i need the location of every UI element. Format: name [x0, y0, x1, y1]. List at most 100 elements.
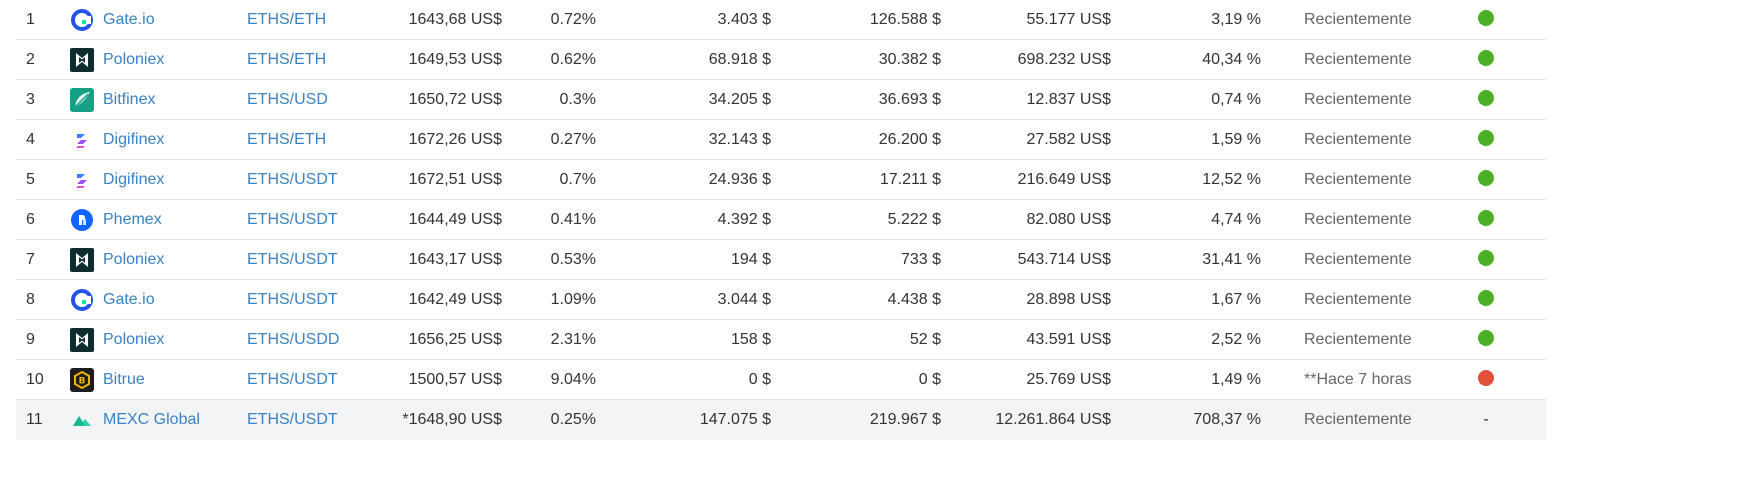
- last-updated-cell: Recientemente: [1304, 411, 1412, 428]
- depth-plus-2-cell: 3.403 $: [717, 11, 771, 28]
- exchange-name-link[interactable]: MEXC Global: [103, 411, 200, 428]
- digifinex-logo-icon: [70, 168, 94, 192]
- volume-24h-cell: 25.769 US$: [1026, 371, 1111, 388]
- rank-cell: 3: [26, 91, 35, 108]
- phemex-logo-icon: [70, 208, 94, 232]
- rank-cell: 2: [26, 51, 35, 68]
- depth-plus-2-cell: 24.936 $: [708, 171, 771, 188]
- depth-plus-2-cell: 4.392 $: [717, 211, 771, 228]
- volume-percent-cell: 31,41 %: [1202, 251, 1261, 268]
- volume-percent-cell: 4,74 %: [1211, 211, 1261, 228]
- volume-24h-cell: 12.261.864 US$: [995, 411, 1111, 428]
- volume-percent-cell: 40,34 %: [1202, 51, 1261, 68]
- price-cell: 1650,72 US$: [408, 91, 502, 108]
- last-updated-cell: **Hace 7 horas: [1304, 371, 1412, 388]
- spread-cell: 0.25%: [550, 411, 596, 428]
- volume-24h-cell: 27.582 US$: [1026, 131, 1111, 148]
- depth-plus-2-cell: 3.044 $: [717, 291, 771, 308]
- depth-minus-2-cell: 52 $: [909, 331, 941, 348]
- pair-link[interactable]: ETHS/USD: [247, 91, 328, 108]
- trust-score-empty: -: [1483, 411, 1489, 428]
- depth-minus-2-cell: 219.967 $: [869, 411, 941, 428]
- digifinex-logo-icon: [70, 128, 94, 152]
- trust-score-red-dot-icon: [1477, 360, 1495, 400]
- table-row: 11 MEXC Global ETHS/USDT *1648,90 US$ 0.25% 1…: [16, 400, 1546, 440]
- rank-cell: 6: [26, 211, 35, 228]
- spread-cell: 0.53%: [550, 251, 596, 268]
- table-row: 10 Bitrue ETHS/USDT 1500,57 US$ 9.04% 0 $ 0 $ 2…: [16, 360, 1546, 400]
- depth-plus-2-cell: 68.918 $: [708, 51, 771, 68]
- exchange-name-link[interactable]: Digifinex: [103, 131, 165, 148]
- spread-cell: 0.3%: [559, 91, 596, 108]
- trust-score-green-dot-icon: [1477, 280, 1495, 320]
- poloniex-logo-icon: [70, 48, 94, 72]
- last-updated-cell: Recientemente: [1304, 51, 1412, 68]
- table-row: 9 Poloniex ETHS/USDD 1656,25 US$ 2.31% 158 $ 5…: [16, 320, 1546, 360]
- depth-minus-2-cell: 126.588 $: [869, 11, 941, 28]
- price-cell: 1656,25 US$: [408, 331, 502, 348]
- trust-score-green-dot-icon: [1477, 160, 1495, 200]
- table-row: 4 Digifinex ETHS/ETH 1672,26 US$ 0.27% 32.143…: [16, 120, 1546, 160]
- pair-link[interactable]: ETHS/USDT: [247, 291, 338, 308]
- depth-plus-2-cell: 147.075 $: [699, 411, 771, 428]
- exchange-name-link[interactable]: Poloniex: [103, 51, 165, 68]
- spread-cell: 1.09%: [550, 291, 596, 308]
- pair-link[interactable]: ETHS/USDT: [247, 211, 338, 228]
- table-row: 5 Digifinex ETHS/USDT 1672,51 US$ 0.7% 24.936…: [16, 160, 1546, 200]
- depth-minus-2-cell: 36.693 $: [878, 91, 941, 108]
- volume-24h-cell: 543.714 US$: [1017, 251, 1111, 268]
- exchange-name-link[interactable]: Digifinex: [103, 171, 165, 188]
- volume-24h-cell: 28.898 US$: [1026, 291, 1111, 308]
- depth-plus-2-cell: 34.205 $: [708, 91, 771, 108]
- table-row: 8 Gate.io ETHS/USDT 1642,49 US$ 1.09% 3.044 $…: [16, 280, 1546, 320]
- pair-link[interactable]: ETHS/ETH: [247, 51, 327, 68]
- price-cell: 1642,49 US$: [408, 291, 502, 308]
- exchange-name-link[interactable]: Gate.io: [103, 11, 155, 28]
- spread-cell: 2.31%: [550, 331, 596, 348]
- depth-plus-2-cell: 0 $: [748, 371, 771, 388]
- exchange-name-link[interactable]: Bitrue: [103, 371, 145, 388]
- price-cell: 1644,49 US$: [408, 211, 502, 228]
- volume-percent-cell: 1,59 %: [1211, 131, 1261, 148]
- price-cell: 1643,17 US$: [408, 251, 502, 268]
- pair-link[interactable]: ETHS/USDT: [247, 171, 338, 188]
- price-cell: 1672,26 US$: [408, 131, 502, 148]
- exchange-name-link[interactable]: Gate.io: [103, 291, 155, 308]
- volume-percent-cell: 2,52 %: [1211, 331, 1261, 348]
- pair-link[interactable]: ETHS/USDT: [247, 411, 338, 428]
- last-updated-cell: Recientemente: [1304, 171, 1412, 188]
- table-row: 6 Phemex ETHS/USDT 1644,49 US$ 0.41% 4.392 $ 5…: [16, 200, 1546, 240]
- trust-score-green-dot-icon: [1477, 0, 1495, 40]
- poloniex-logo-icon: [70, 248, 94, 272]
- pair-link[interactable]: ETHS/ETH: [247, 131, 327, 148]
- trust-score-green-dot-icon: [1477, 320, 1495, 360]
- volume-24h-cell: 216.649 US$: [1017, 171, 1111, 188]
- exchange-name-link[interactable]: Poloniex: [103, 251, 165, 268]
- rank-cell: 1: [26, 11, 35, 28]
- table-row: 7 Poloniex ETHS/USDT 1643,17 US$ 0.53% 194 $ 7…: [16, 240, 1546, 280]
- poloniex-logo-icon: [70, 328, 94, 352]
- pair-link[interactable]: ETHS/USDT: [247, 371, 338, 388]
- depth-plus-2-cell: 194 $: [730, 251, 771, 268]
- exchange-name-link[interactable]: Bitfinex: [103, 91, 156, 108]
- volume-24h-cell: 12.837 US$: [1026, 91, 1111, 108]
- volume-percent-cell: 12,52 %: [1202, 171, 1261, 188]
- exchange-name-link[interactable]: Poloniex: [103, 331, 165, 348]
- table-row: 3 Bitfinex ETHS/USD 1650,72 US$ 0.3% 34.205 $…: [16, 80, 1546, 120]
- volume-24h-cell: 43.591 US$: [1026, 331, 1111, 348]
- last-updated-cell: Recientemente: [1304, 251, 1412, 268]
- exchange-name-link[interactable]: Phemex: [103, 211, 162, 228]
- rank-cell: 11: [26, 411, 43, 428]
- spread-cell: 0.27%: [550, 131, 596, 148]
- rank-cell: 7: [26, 251, 35, 268]
- depth-minus-2-cell: 733 $: [900, 251, 941, 268]
- volume-percent-cell: 1,49 %: [1211, 371, 1261, 388]
- pair-link[interactable]: ETHS/USDT: [247, 251, 338, 268]
- spread-cell: 0.72%: [550, 11, 596, 28]
- pair-link[interactable]: ETHS/ETH: [247, 11, 327, 28]
- pair-link[interactable]: ETHS/USDD: [247, 331, 340, 348]
- bitfinex-logo-icon: [70, 88, 94, 112]
- volume-percent-cell: 708,37 %: [1193, 411, 1261, 428]
- price-cell: 1649,53 US$: [408, 51, 502, 68]
- depth-minus-2-cell: 0 $: [918, 371, 941, 388]
